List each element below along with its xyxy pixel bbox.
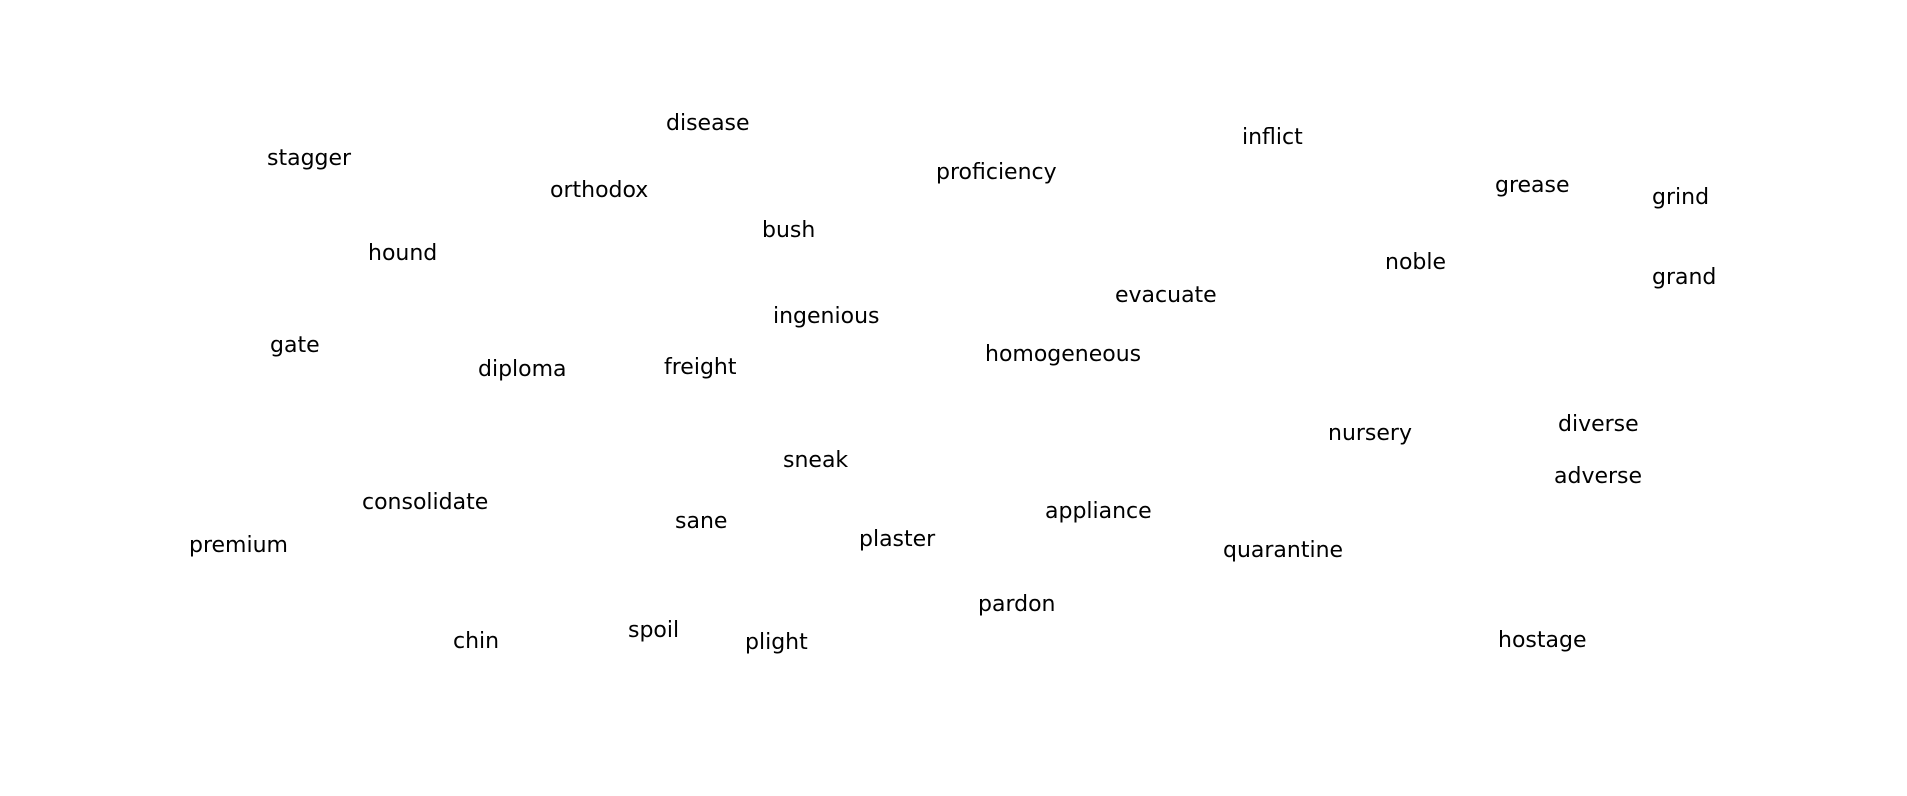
word-plaster: plaster	[859, 527, 936, 552]
word-appliance: appliance	[1045, 499, 1152, 524]
word-orthodox: orthodox	[550, 178, 649, 203]
word-hound: hound	[368, 241, 438, 266]
word-sane: sane	[675, 509, 728, 534]
word-hostage: hostage	[1498, 628, 1587, 653]
word-ingenious: ingenious	[773, 304, 880, 329]
word-homogeneous: homogeneous	[985, 342, 1142, 367]
word-proficiency: proficiency	[936, 160, 1057, 185]
word-premium: premium	[189, 533, 288, 558]
word-disease: disease	[666, 111, 750, 136]
word-diploma: diploma	[478, 357, 567, 382]
word-inflict: inflict	[1242, 125, 1303, 150]
word-consolidate: consolidate	[362, 490, 489, 515]
word-spoil: spoil	[628, 618, 680, 643]
word-nursery: nursery	[1328, 421, 1412, 446]
word-evacuate: evacuate	[1115, 283, 1217, 308]
word-grease: grease	[1495, 173, 1570, 198]
word-grand: grand	[1652, 265, 1717, 290]
word-freight: freight	[664, 355, 737, 380]
word-adverse: adverse	[1554, 464, 1643, 489]
word-quarantine: quarantine	[1223, 538, 1344, 563]
word-noble: noble	[1385, 250, 1447, 275]
word-stagger: stagger	[267, 146, 352, 171]
word-sneak: sneak	[783, 448, 849, 473]
word-bush: bush	[762, 218, 816, 243]
word-gate: gate	[270, 333, 320, 358]
word-chin: chin	[453, 629, 500, 654]
word-pardon: pardon	[978, 592, 1056, 617]
word-grind: grind	[1652, 185, 1710, 210]
word-plight: plight	[745, 630, 808, 655]
word-diverse: diverse	[1558, 412, 1639, 437]
